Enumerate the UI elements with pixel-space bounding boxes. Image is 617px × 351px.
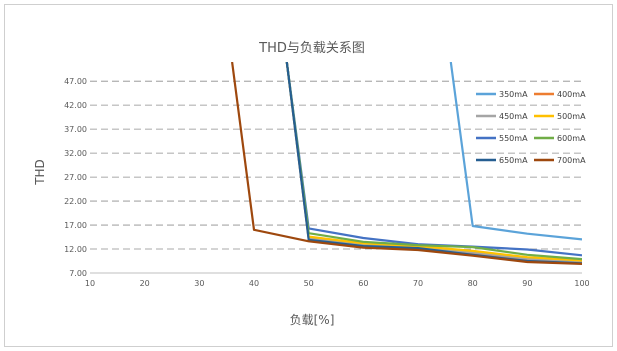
x-tick-label: 60: [358, 279, 368, 288]
legend-label: 450mA: [499, 112, 528, 121]
chart-title: THD与负载关系图: [258, 41, 365, 56]
series-line-700mA: [231, 62, 582, 265]
legend-label: 700mA: [557, 156, 586, 165]
series-line-350mA: [449, 62, 582, 241]
x-tick-label: 80: [468, 279, 478, 288]
legend-label: 350mA: [499, 90, 528, 99]
x-tick-label: 30: [194, 279, 204, 288]
legend: 350mA 400mA 450mA 500mA 550mA 600mA 650mA 700mA: [476, 90, 586, 165]
y-tick-label: 12.00: [64, 245, 87, 254]
series-line-550mA: [285, 62, 582, 257]
y-tick-label: 17.00: [64, 221, 87, 230]
legend-label: 400mA: [557, 90, 586, 99]
y-tick-label: 42.00: [64, 101, 87, 110]
x-tick-label: 100: [574, 279, 589, 288]
x-tick-label: 20: [140, 279, 150, 288]
y-tick-label: 7.00: [69, 269, 87, 278]
x-tick-label: 50: [304, 279, 314, 288]
legend-label: 500mA: [557, 112, 586, 121]
legend-label: 650mA: [499, 156, 528, 165]
y-tick-label: 32.00: [64, 149, 87, 158]
x-tick-label: 10: [85, 279, 95, 288]
x-axis-title: 负载[%]: [290, 313, 335, 327]
y-tick-label: 22.00: [64, 197, 87, 206]
series-lines: [231, 62, 582, 265]
y-tick-label: 47.00: [64, 77, 87, 86]
gridlines: [90, 80, 582, 250]
y-axis-title: THD: [33, 159, 47, 186]
legend-label: 600mA: [557, 134, 586, 143]
y-tick-label: 37.00: [64, 125, 87, 134]
y-tick-label: 27.00: [64, 173, 87, 182]
x-tick-label: 40: [249, 279, 259, 288]
legend-label: 550mA: [499, 134, 528, 143]
chart-frame: [4, 4, 613, 347]
x-tick-label: 70: [413, 279, 423, 288]
axes: 7.00 12.00 17.00 22.00 27.00 32.00 37.00 42.00 4…: [64, 77, 590, 288]
x-tick-label: 90: [522, 279, 532, 288]
